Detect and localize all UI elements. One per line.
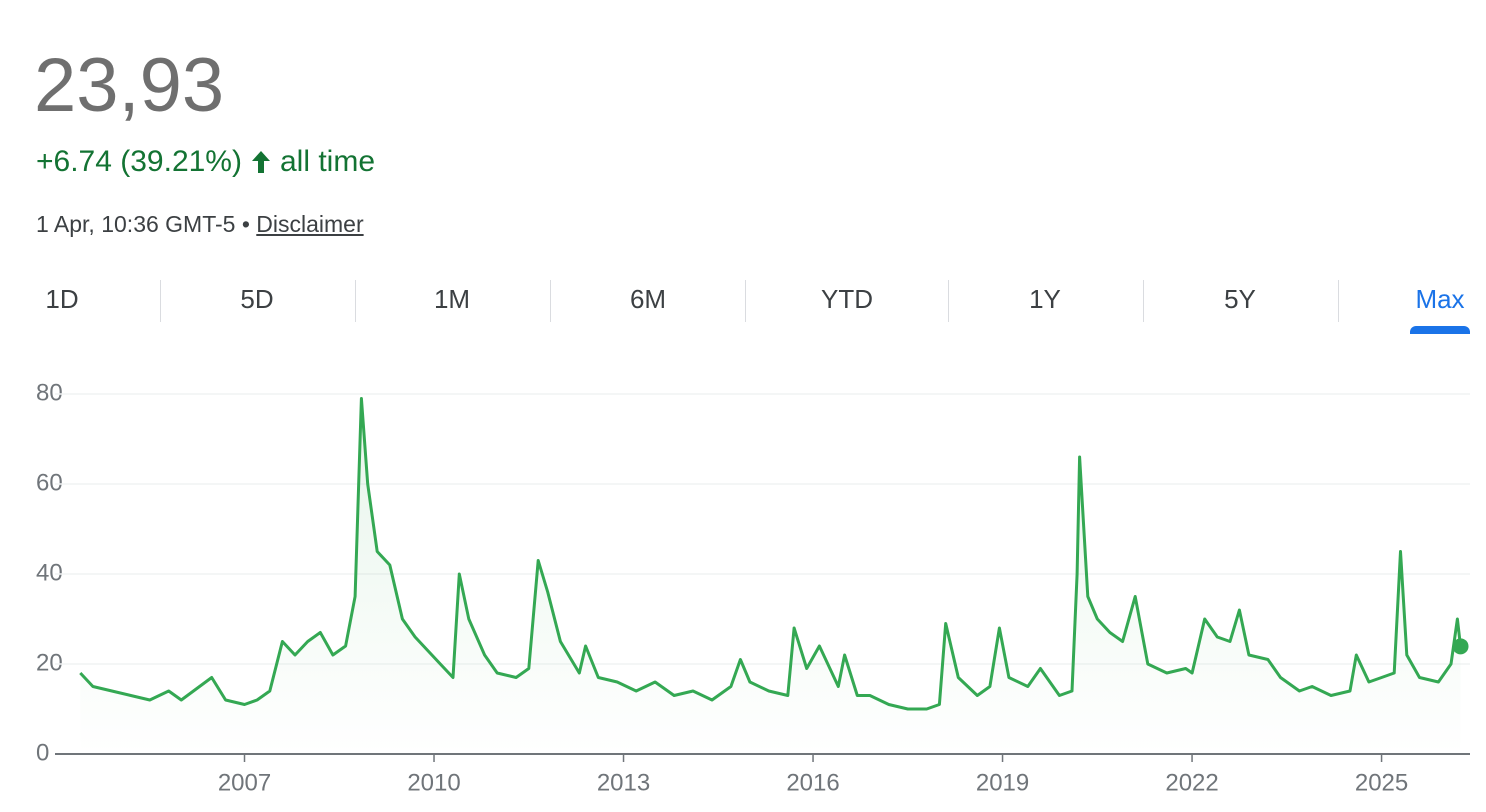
price: 23,93 <box>34 43 225 128</box>
x-tick-label: 2025 <box>1355 769 1408 796</box>
range-tab[interactable]: YTD <box>821 284 873 314</box>
x-tick-label: 2013 <box>597 769 650 796</box>
range-tab[interactable]: 1Y <box>1029 284 1061 314</box>
change: +6.74 (39.21%) <box>36 145 242 178</box>
line <box>79 397 1462 711</box>
tab-separator <box>160 280 161 322</box>
y-tick-label: 20 <box>36 649 63 676</box>
timestamp: 1 Apr, 10:36 GMT-5 • <box>36 211 250 237</box>
y-tick-label: 40 <box>36 559 63 586</box>
range-tab[interactable]: 5Y <box>1224 284 1256 314</box>
tab-separator <box>948 280 949 322</box>
area <box>80 398 1461 754</box>
tab-separator <box>355 280 356 322</box>
tab-separator <box>745 280 746 322</box>
timestamp-row: 1 Apr, 10:36 GMT-5 • Disclaimer <box>36 211 364 238</box>
tab-separator <box>1338 280 1339 322</box>
range-tab[interactable]: Max <box>1415 284 1465 314</box>
tab-separator <box>1143 280 1144 322</box>
last-point <box>1452 638 1469 655</box>
y-tick-label: 0 <box>36 739 49 766</box>
range-tab[interactable]: 6M <box>629 284 667 314</box>
active-indicator <box>1410 326 1470 334</box>
disclaimer[interactable]: Disclaimer <box>256 211 364 237</box>
range-tab[interactable]: 1M <box>433 284 471 314</box>
x-tick-label: 2010 <box>407 769 460 796</box>
y-tick-label: 80 <box>36 379 63 406</box>
up-arrow <box>251 151 270 173</box>
x-tick-label: 2007 <box>218 769 271 796</box>
x-tick-label: 2016 <box>786 769 839 796</box>
change-row: +6.74 (39.21%) all time <box>36 145 375 179</box>
x-tick-label: 2019 <box>976 769 1029 796</box>
period: all time <box>279 145 376 178</box>
x-tick-label: 2022 <box>1165 769 1218 796</box>
range-tab[interactable]: 1D <box>45 284 79 314</box>
y-tick-label: 60 <box>36 469 63 496</box>
range-tab[interactable]: 5D <box>240 284 274 314</box>
tab-separator <box>550 280 551 322</box>
